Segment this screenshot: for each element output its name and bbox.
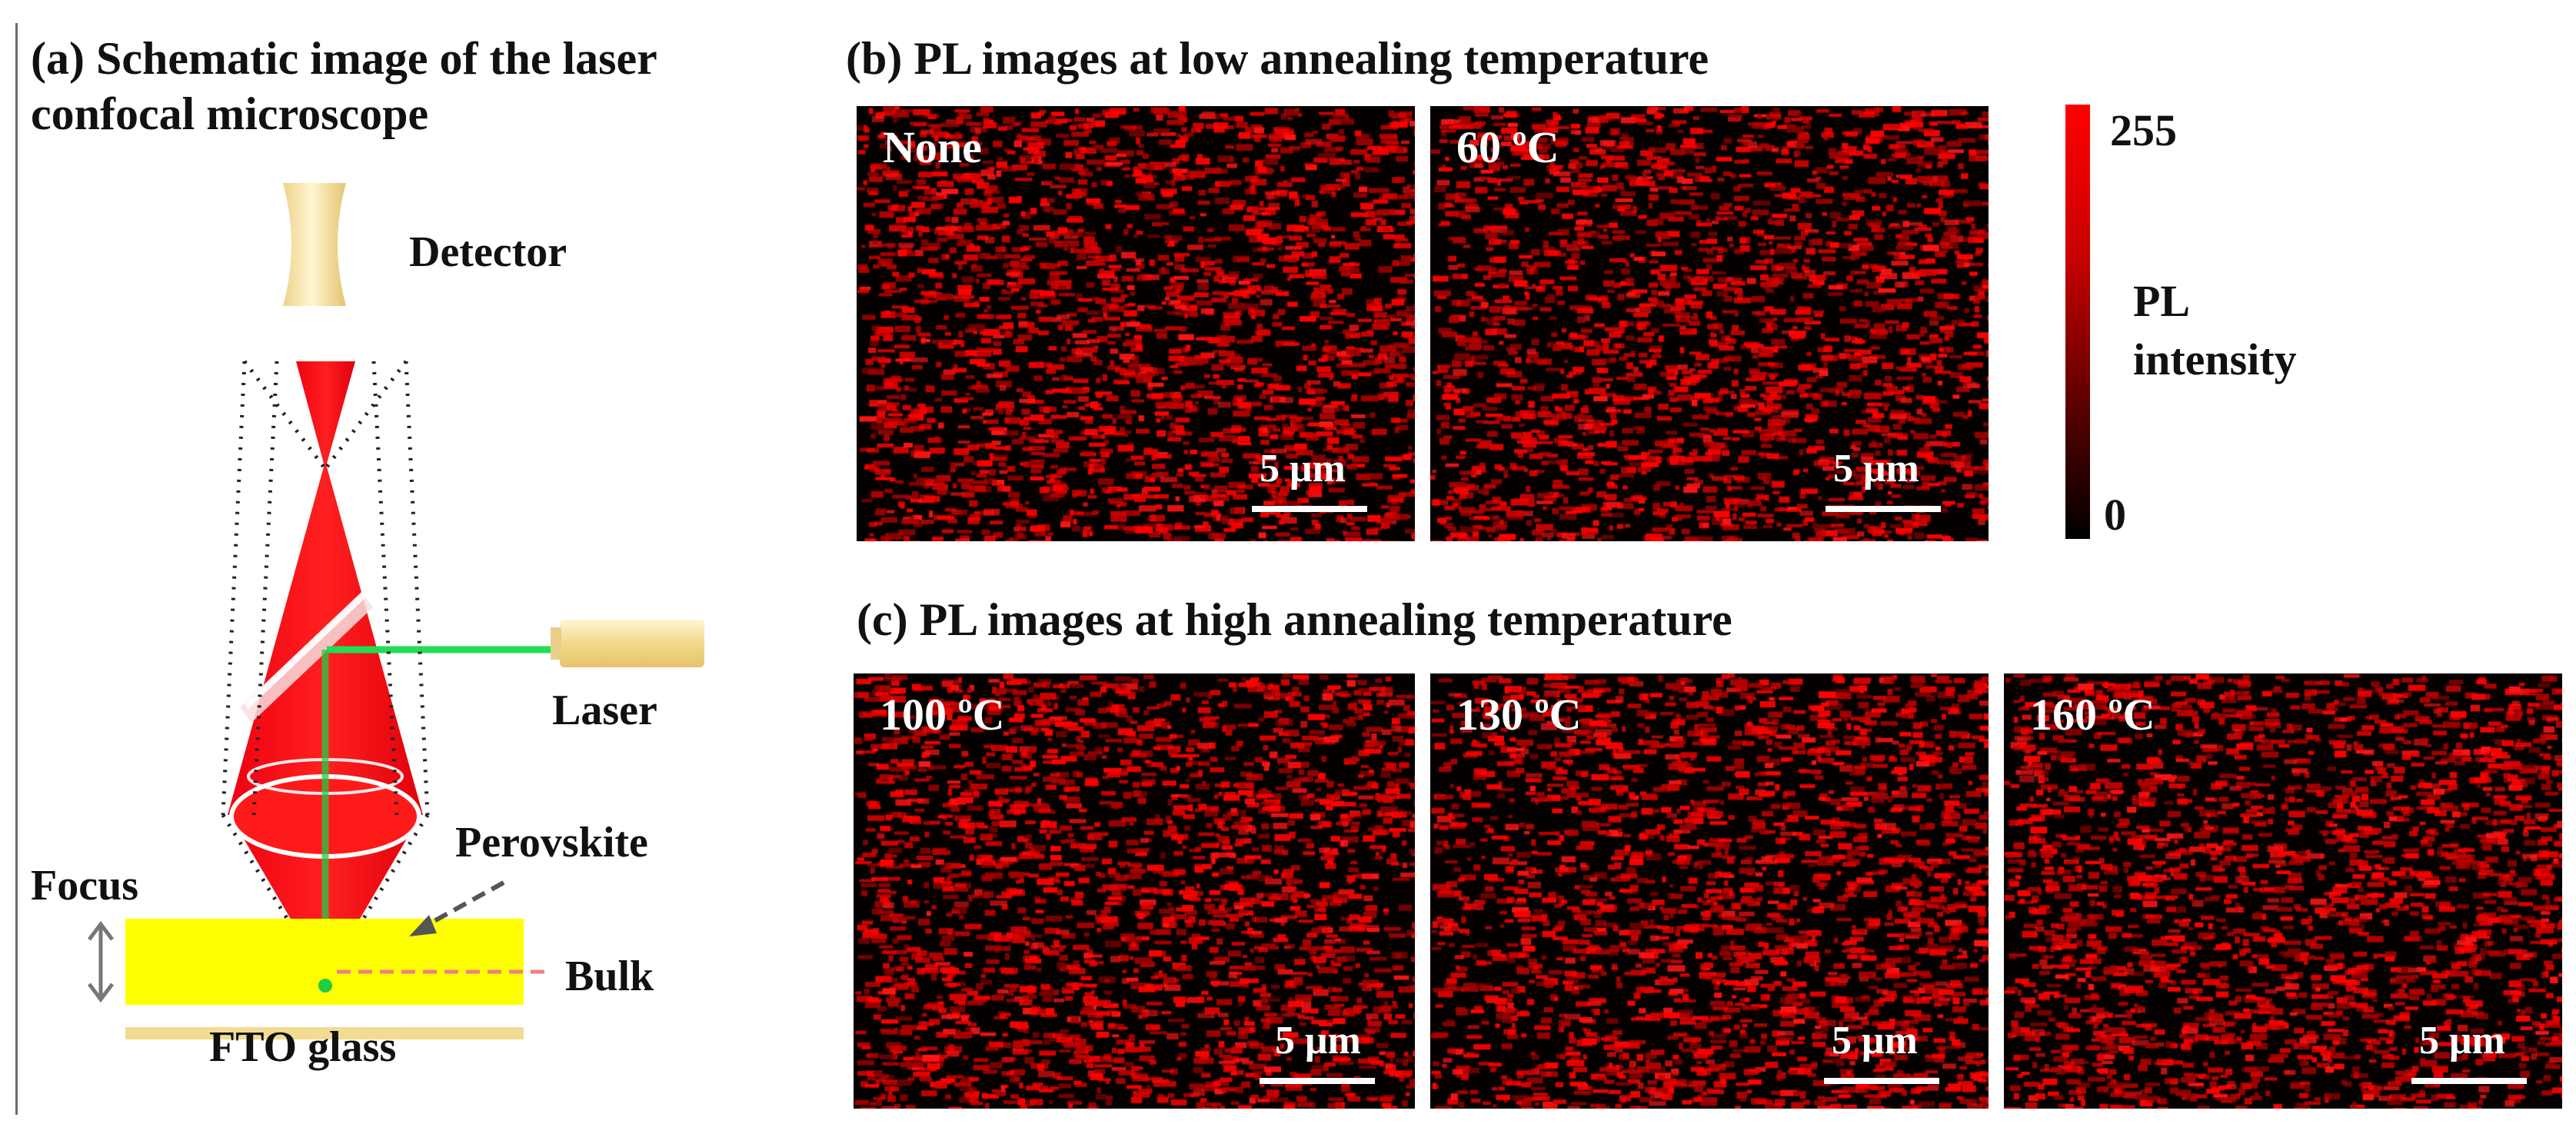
colorbar-max: 255 — [2110, 105, 2177, 155]
scale-bar — [1824, 1078, 1939, 1084]
label-detector: Detector — [409, 228, 567, 276]
detector-icon — [283, 183, 346, 306]
panel-divider — [15, 23, 18, 1115]
temp-label: 60 ºC — [1456, 122, 1559, 172]
panel-a-title: (a) Schematic image of the laser confoca… — [31, 31, 657, 141]
fto-glass-layer — [125, 1027, 524, 1039]
pl-image-130c: 130 ºC 5 μm — [1430, 673, 1989, 1109]
scale-bar-label: 5 μm — [1832, 1019, 1918, 1062]
pl-image-none: None 5 μm — [857, 106, 1415, 541]
label-laser: Laser — [552, 687, 657, 734]
scale-bar — [2411, 1078, 2527, 1084]
scale-bar-label: 5 μm — [2419, 1019, 2505, 1062]
temp-label: 160 ºC — [2030, 690, 2155, 740]
label-perovskite: Perovskite — [455, 819, 648, 866]
temp-label: None — [883, 122, 982, 172]
label-bulk: Bulk — [565, 953, 654, 1000]
panel-a-title-line2: confocal microscope — [31, 88, 429, 139]
focus-point — [318, 979, 332, 993]
scale-bar — [1260, 1078, 1375, 1084]
perovskite-arrow — [423, 880, 505, 929]
panel-b-title: (b) PL images at low annealing temperatu… — [846, 33, 1709, 84]
pl-image-100c: 100 ºC 5 μm — [854, 673, 1415, 1109]
scale-bar-label: 5 μm — [1275, 1019, 1361, 1062]
panel-c-title: (c) PL images at high annealing temperat… — [857, 594, 1732, 645]
scale-bar-label: 5 μm — [1833, 447, 1919, 491]
colorbar-label-pl: PL — [2133, 276, 2191, 326]
scale-bar — [1252, 506, 1367, 512]
panel-a-title-line1: (a) Schematic image of the laser — [31, 33, 657, 84]
colorbar-label-intensity: intensity — [2133, 334, 2297, 384]
beam-splitter — [240, 592, 373, 723]
focus-arrow-icon — [88, 920, 114, 1003]
label-focus: Focus — [31, 862, 138, 910]
label-fto-glass: FTO glass — [209, 1023, 397, 1071]
temp-label: 100 ºC — [880, 690, 1005, 740]
laser-source-icon — [560, 620, 704, 667]
beam-upper — [296, 361, 355, 469]
pl-image-60c: 60 ºC 5 μm — [1430, 106, 1989, 541]
temp-label: 130 ºC — [1456, 690, 1582, 740]
confocal-schematic — [88, 183, 704, 1039]
pl-image-160c: 160 ºC 5 μm — [2004, 673, 2562, 1109]
scale-bar-label: 5 μm — [1260, 447, 1346, 491]
colorbar — [2065, 105, 2090, 539]
scale-bar — [1825, 506, 1941, 512]
colorbar-min: 0 — [2104, 490, 2126, 540]
